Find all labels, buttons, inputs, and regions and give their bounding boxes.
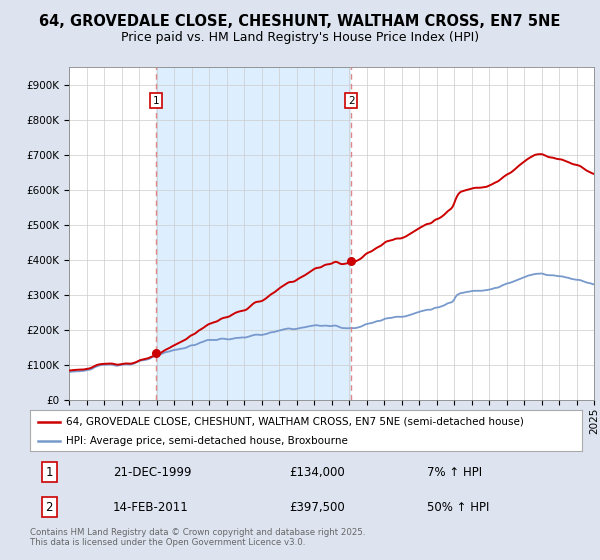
- Text: 7% ↑ HPI: 7% ↑ HPI: [427, 466, 482, 479]
- Text: 64, GROVEDALE CLOSE, CHESHUNT, WALTHAM CROSS, EN7 5NE: 64, GROVEDALE CLOSE, CHESHUNT, WALTHAM C…: [40, 14, 560, 29]
- Text: 50% ↑ HPI: 50% ↑ HPI: [427, 501, 490, 514]
- Point: [151, 349, 161, 358]
- Text: 14-FEB-2011: 14-FEB-2011: [113, 501, 188, 514]
- Text: 21-DEC-1999: 21-DEC-1999: [113, 466, 191, 479]
- Text: £397,500: £397,500: [289, 501, 345, 514]
- Text: £134,000: £134,000: [289, 466, 345, 479]
- Text: 2: 2: [348, 96, 355, 105]
- Text: Contains HM Land Registry data © Crown copyright and database right 2025.
This d: Contains HM Land Registry data © Crown c…: [30, 528, 365, 547]
- Text: 1: 1: [152, 96, 159, 105]
- Text: HPI: Average price, semi-detached house, Broxbourne: HPI: Average price, semi-detached house,…: [66, 436, 348, 446]
- Text: 64, GROVEDALE CLOSE, CHESHUNT, WALTHAM CROSS, EN7 5NE (semi-detached house): 64, GROVEDALE CLOSE, CHESHUNT, WALTHAM C…: [66, 417, 524, 427]
- Text: Price paid vs. HM Land Registry's House Price Index (HPI): Price paid vs. HM Land Registry's House …: [121, 31, 479, 44]
- Text: 1: 1: [46, 466, 53, 479]
- Bar: [156, 67, 351, 400]
- Text: 2: 2: [46, 501, 53, 514]
- Point: [346, 256, 356, 265]
